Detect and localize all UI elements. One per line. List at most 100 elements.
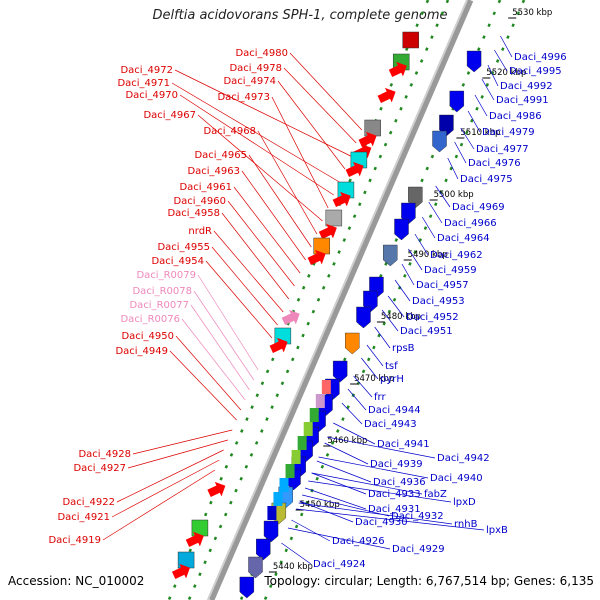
gene-arrow-right-23 [256,538,271,561]
right-gene-label-14: Daci_4957 [416,280,469,291]
gene-arrow-left-12 [318,223,337,240]
left-leader-line-18 [193,290,255,381]
left-leader-line-27 [102,469,216,541]
right-leader-line-4 [474,94,488,117]
right-gene-label-15: Daci_4953 [412,296,465,307]
left-leader-line-13 [221,212,290,300]
left-gene-label-11: Daci_4961 [179,182,232,193]
gene-arrow-right-24 [248,556,263,579]
gene-arrow-right-11 [345,332,360,355]
right-leader-line-20 [361,357,379,380]
left-gene-label-26: Daci_4921 [57,512,110,523]
right-leader-line-3 [481,78,495,101]
right-gene-label-7: Daci_4976 [468,158,521,169]
right-leader-line-31 [308,480,452,503]
left-gene-label-3: Daci_4974 [223,76,276,87]
left-gene-label-13: Daci_4958 [167,208,220,219]
left-leader-line-4 [171,82,340,183]
right-leader-line-29 [311,472,367,495]
right-leader-line-10 [428,201,443,224]
gene-arrow-right-12 [332,360,348,383]
operon-stripe-1 [315,394,325,408]
right-leader-line-24 [333,422,376,445]
gene-arrow-left-3 [377,87,396,104]
gene-arrow-right-22 [263,520,279,543]
left-gene-label-0: Daci_4980 [235,48,288,59]
left-gene-label-1: Daci_4978 [229,63,282,74]
left-gene-label-12: Daci_4960 [173,196,226,207]
left-gene-label-5: Daci_4970 [125,90,178,101]
right-leader-line-2 [487,64,499,87]
left-leader-line-1 [283,67,357,144]
right-leader-line-11 [421,216,436,239]
gene-arrow-left-22 [171,563,190,580]
left-gene-label-15: Daci_4955 [157,242,210,253]
right-gene-label-34: Daci_4930 [355,517,408,528]
genome-backbone [207,0,474,600]
left-leader-line-19 [190,304,250,391]
left-gene-label-16: Daci_4954 [151,256,204,267]
right-gene-label-27: Daci_4940 [430,473,483,484]
gene-arrow-left-18 [207,481,226,498]
left-gene-label-10: Daci_4963 [187,166,240,177]
gene-arrow-left-8 [345,161,364,178]
left-leader-line-2 [174,69,351,157]
left-leader-line-9 [248,154,312,248]
right-gene-label-5: Daci_4979 [482,127,535,138]
map-title: Delftia acidovorans SPH-1, complete geno… [152,8,448,23]
left-leader-line-22 [169,350,237,421]
right-gene-label-22: Daci_4944 [368,405,421,416]
right-gene-label-1: Daci_4995 [509,66,562,77]
right-leader-line-5 [467,110,481,133]
left-leader-line-3 [277,80,346,170]
right-gene-label-8: Daci_4975 [460,174,513,185]
kbp-label-1: 5450 kbp [300,500,340,510]
left-gene-label-9: Daci_4965 [194,150,247,161]
right-gene-label-21: frr [374,392,386,403]
gene-arrow-left-5 [358,131,377,148]
right-leader-line-28 [316,460,372,483]
operon-stripe-8 [273,492,283,506]
right-leader-line-17 [381,309,399,332]
right-gene-label-38: Daci_4929 [392,544,445,555]
right-gene-label-0: Daci_4996 [514,52,567,63]
kbp-label-6: 5500 kbp [434,190,474,200]
gene-arrow-right-3 [432,130,447,153]
left-leader-line-5 [179,94,334,196]
right-gene-label-35: rnhB [454,519,478,530]
left-leader-line-24 [127,439,229,469]
right-gene-label-37: Daci_4926 [332,536,385,547]
gene-arrow-right-6 [394,218,409,241]
operon-stripe-0 [321,380,331,394]
right-gene-label-3: Daci_4991 [496,95,549,106]
right-gene-label-26: Daci_4939 [370,459,423,470]
left-leader-line-17 [197,274,259,371]
left-leader-line-25 [116,449,224,503]
right-gene-label-32: Daci_4931 [368,504,421,515]
right-leader-line-8 [447,157,459,180]
right-gene-label-6: Daci_4977 [476,144,529,155]
kbp-label-8: 5520 kbp [486,68,526,78]
left-gene-label-8: Daci_4968 [203,126,256,137]
gene-arrow-left-17 [269,337,288,354]
right-leader-line-15 [394,279,411,302]
accession-label: Accession: NC_010002 [8,574,145,588]
left-gene-label-2: Daci_4972 [120,65,173,76]
right-gene-label-39: Daci_4924 [313,559,366,570]
right-gene-label-20: pyrH [380,374,404,385]
left-leader-line-21 [175,335,242,411]
right-gene-label-25: Daci_4942 [437,453,490,464]
right-leader-line-16 [387,295,405,318]
right-leader-line-6 [460,127,475,150]
right-gene-label-24: Daci_4941 [377,439,430,450]
right-gene-label-17: Daci_4951 [400,326,453,337]
right-leader-line-23 [341,402,363,425]
right-gene-label-30: fabZ [424,489,447,500]
left-gene-label-4: Daci_4971 [117,78,170,89]
left-gene-label-24: Daci_4927 [73,463,126,474]
right-leader-line-39 [281,542,312,565]
gene-arrow-right-9 [363,290,378,313]
gene-arrow-right-2 [439,114,454,137]
kbp-label-3: 5470 kbp [354,374,394,384]
